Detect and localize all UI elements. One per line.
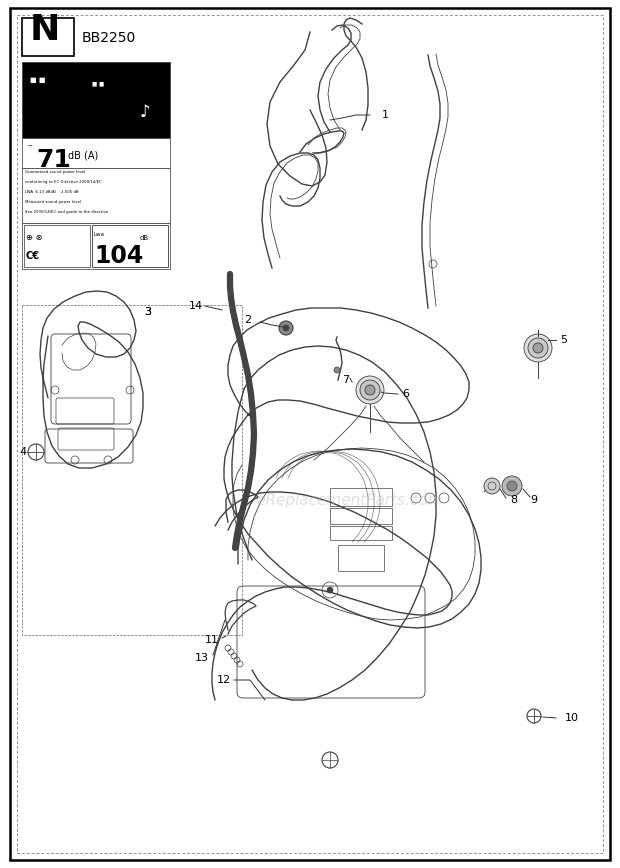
Bar <box>338 545 384 571</box>
Text: 71: 71 <box>36 148 71 172</box>
Bar <box>92 225 168 267</box>
Circle shape <box>279 321 293 335</box>
Text: 3: 3 <box>144 307 151 317</box>
Bar <box>22 223 170 269</box>
Bar <box>24 225 90 267</box>
Text: 10: 10 <box>565 713 579 723</box>
Circle shape <box>502 476 522 496</box>
Text: Guaranteed sound power level: Guaranteed sound power level <box>25 170 86 174</box>
Circle shape <box>524 334 552 362</box>
Text: 8: 8 <box>510 495 518 505</box>
Text: ♪: ♪ <box>140 103 151 121</box>
Text: eReplacementParts.com: eReplacementParts.com <box>257 492 443 508</box>
Text: C€: C€ <box>26 251 40 261</box>
Text: 7: 7 <box>342 375 350 385</box>
Text: dB: dB <box>140 235 149 241</box>
Bar <box>330 508 392 524</box>
Circle shape <box>528 338 548 358</box>
Circle shape <box>360 380 380 400</box>
Bar <box>22 138 170 168</box>
Text: Lwa: Lwa <box>94 232 105 236</box>
Circle shape <box>356 376 384 404</box>
Bar <box>330 526 392 540</box>
Bar <box>22 62 170 138</box>
Text: 14: 14 <box>189 301 203 311</box>
Text: See 2000/14/EC and guide to the directive: See 2000/14/EC and guide to the directiv… <box>25 210 108 214</box>
Bar <box>22 305 242 635</box>
Circle shape <box>28 444 44 460</box>
Text: N: N <box>30 13 60 47</box>
Circle shape <box>527 709 541 723</box>
Circle shape <box>533 343 543 353</box>
Circle shape <box>334 367 340 373</box>
Bar <box>22 168 170 223</box>
Bar <box>330 488 392 506</box>
Text: 4: 4 <box>19 447 27 457</box>
Circle shape <box>365 385 375 395</box>
Circle shape <box>283 325 289 331</box>
Text: ⊕ ⊗: ⊕ ⊗ <box>26 233 43 242</box>
Circle shape <box>322 752 338 768</box>
Text: 2: 2 <box>244 315 252 325</box>
Bar <box>22 18 74 56</box>
Text: 5: 5 <box>560 335 567 345</box>
Circle shape <box>327 587 333 593</box>
Text: 13: 13 <box>195 653 209 663</box>
Circle shape <box>484 478 500 494</box>
Text: dB (A): dB (A) <box>68 151 98 161</box>
Text: 1: 1 <box>381 110 389 120</box>
Text: 11: 11 <box>205 635 219 645</box>
Text: 3: 3 <box>144 307 151 317</box>
Text: ■ ■: ■ ■ <box>92 82 104 87</box>
Text: 104: 104 <box>94 244 143 268</box>
Text: ■ ■: ■ ■ <box>30 77 45 83</box>
Circle shape <box>507 481 517 491</box>
Text: Measured sound power level: Measured sound power level <box>25 200 81 204</box>
Text: LWA  6.13 dB(A)    2.505 dB: LWA 6.13 dB(A) 2.505 dB <box>25 190 79 194</box>
Text: BB2250: BB2250 <box>82 31 136 45</box>
Text: 9: 9 <box>531 495 538 505</box>
Text: conforming to EC Directive 2000/14/EC: conforming to EC Directive 2000/14/EC <box>25 180 102 184</box>
Text: 6: 6 <box>402 389 409 399</box>
Text: ~: ~ <box>26 143 32 149</box>
Text: 12: 12 <box>217 675 231 685</box>
